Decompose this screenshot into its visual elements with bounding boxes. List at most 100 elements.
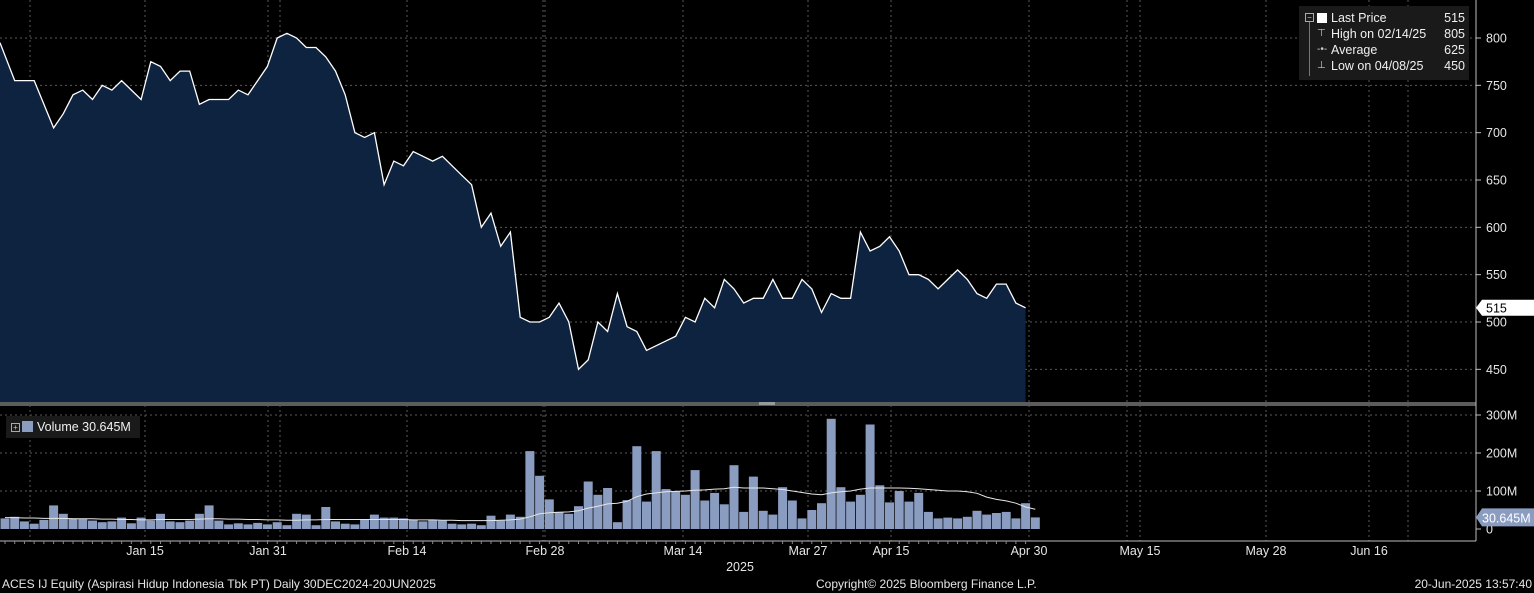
volume-bar bbox=[379, 517, 389, 529]
volume-bar bbox=[933, 518, 943, 529]
volume-bar bbox=[603, 488, 613, 529]
legend-collapse-icon[interactable]: − bbox=[1305, 13, 1314, 22]
volume-bar bbox=[719, 504, 729, 529]
volume-bar bbox=[360, 519, 370, 529]
volume-bar bbox=[29, 523, 39, 529]
volume-bar bbox=[476, 525, 486, 529]
volume-bar bbox=[894, 491, 904, 529]
volume-bar bbox=[58, 513, 68, 529]
volume-bar bbox=[496, 520, 506, 529]
volume-bar bbox=[855, 494, 865, 529]
volume-bar bbox=[739, 511, 749, 529]
volume-bar bbox=[467, 523, 477, 529]
x-tick-label: Mar 27 bbox=[789, 544, 828, 558]
legend-last-price-value: 515 bbox=[1444, 11, 1465, 25]
volume-bar bbox=[680, 494, 690, 529]
volume-bar bbox=[10, 516, 20, 529]
volume-bar bbox=[525, 451, 535, 529]
volume-bar bbox=[583, 481, 593, 529]
volume-bar bbox=[982, 514, 992, 529]
volume-moving-average-line bbox=[5, 486, 1036, 522]
volume-bar bbox=[817, 503, 826, 529]
price-legend: − Last Price 515 ⊤ High on 02/14/25 805 … bbox=[1299, 6, 1469, 80]
volume-bar bbox=[953, 518, 963, 529]
price-tick-label: 600 bbox=[1486, 221, 1507, 235]
volume-bar bbox=[535, 475, 545, 529]
price-line bbox=[0, 32, 1026, 371]
volume-bar bbox=[68, 518, 78, 529]
volume-bar bbox=[574, 506, 583, 529]
volume-bar bbox=[165, 521, 175, 529]
volume-tick-label: 300M bbox=[1486, 409, 1517, 423]
volume-bar bbox=[544, 499, 554, 529]
volume-bar bbox=[0, 518, 10, 529]
volume-bar bbox=[768, 514, 778, 529]
price-tick-label: 700 bbox=[1486, 126, 1507, 140]
x-tick-label: Apr 15 bbox=[873, 544, 910, 558]
low-marker-icon: ⊥ bbox=[1317, 60, 1326, 71]
volume-bar bbox=[78, 519, 88, 529]
price-tick-label: 750 bbox=[1486, 79, 1507, 93]
x-tick-label: Jan 15 bbox=[126, 544, 164, 558]
volume-bar bbox=[651, 451, 661, 529]
legend-high-label: High on 02/14/25 bbox=[1331, 27, 1427, 41]
volume-bar bbox=[39, 519, 49, 529]
price-y-axis: 450 500 550 600 650 700 750 800 bbox=[1476, 32, 1507, 377]
volume-bar bbox=[117, 517, 127, 529]
volume-bar bbox=[486, 515, 496, 529]
volume-bar bbox=[807, 510, 817, 529]
volume-bar bbox=[214, 520, 224, 529]
volume-legend-collapse-icon[interactable]: + bbox=[11, 423, 20, 432]
volume-bar bbox=[175, 522, 185, 529]
volume-bar bbox=[126, 523, 136, 529]
volume-bar bbox=[622, 500, 632, 529]
volume-bar bbox=[836, 487, 846, 529]
legend-average-label: Average bbox=[1331, 43, 1378, 57]
volume-bar bbox=[778, 487, 788, 529]
x-axis: Jan 15 Jan 31 Feb 14 Feb 28 Mar 14 Mar 27 Apr … bbox=[4, 541, 1388, 574]
volume-bar bbox=[428, 519, 438, 529]
volume-legend: + Volume 30.645M bbox=[6, 416, 140, 438]
volume-bar bbox=[865, 424, 875, 529]
copyright-text: Copyright© 2025 Bloomberg Finance L.P. bbox=[816, 577, 1037, 591]
volume-bar bbox=[146, 520, 156, 529]
volume-bar bbox=[418, 521, 428, 529]
x-tick-label: Feb 14 bbox=[388, 544, 427, 558]
volume-bar bbox=[826, 418, 836, 529]
price-tick-label: 500 bbox=[1486, 316, 1507, 330]
last-price-swatch-icon bbox=[1317, 13, 1327, 23]
volume-bar bbox=[671, 491, 681, 529]
volume-bar bbox=[1021, 503, 1031, 529]
price-tick-label: 450 bbox=[1486, 363, 1507, 377]
volume-bar bbox=[515, 516, 525, 529]
volume-tick-label: 0 bbox=[1486, 523, 1493, 537]
volume-bar bbox=[282, 525, 292, 529]
volume-bar bbox=[389, 517, 399, 529]
volume-bar bbox=[904, 501, 914, 529]
legend-tree-line bbox=[1309, 22, 1310, 76]
volume-bar bbox=[399, 518, 408, 529]
volume-bar bbox=[748, 476, 758, 529]
panel-separator[interactable] bbox=[0, 402, 1476, 406]
volume-bar bbox=[1011, 518, 1021, 529]
volume-bar bbox=[457, 524, 467, 529]
high-marker-icon: ⊤ bbox=[1317, 28, 1326, 39]
volume-bar bbox=[972, 510, 982, 529]
volume-bar bbox=[846, 501, 856, 529]
average-marker-icon: -•- bbox=[1317, 44, 1328, 55]
volume-bar bbox=[661, 489, 671, 529]
x-tick-label: Jun 16 bbox=[1350, 544, 1388, 558]
volume-bar bbox=[350, 524, 360, 529]
x-tick-label: Apr 30 bbox=[1011, 544, 1048, 558]
x-tick-label: May 28 bbox=[1246, 544, 1287, 558]
volume-bar bbox=[962, 516, 972, 529]
volume-bar bbox=[710, 492, 720, 529]
separator-handle[interactable] bbox=[759, 402, 775, 405]
legend-average-value: 625 bbox=[1444, 43, 1465, 57]
volume-bar bbox=[19, 521, 29, 529]
volume-bar bbox=[797, 518, 807, 529]
volume-bar bbox=[88, 520, 97, 529]
volume-bar bbox=[321, 507, 331, 529]
legend-low-value: 450 bbox=[1444, 59, 1465, 73]
volume-bar bbox=[787, 500, 797, 529]
